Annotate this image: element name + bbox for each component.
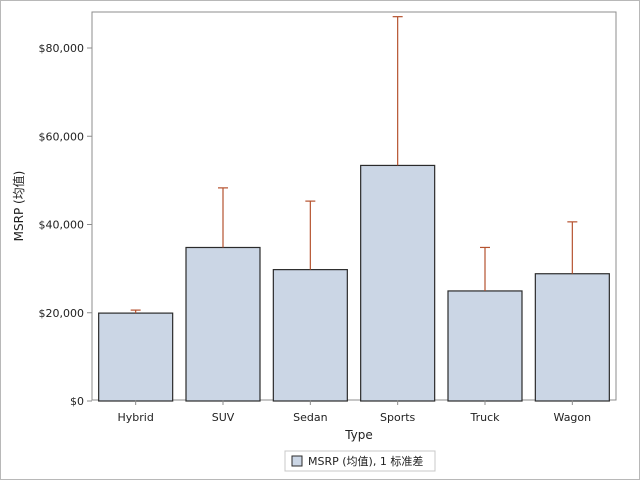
x-axis: Hybrid SUV Sedan Sports Truck Wagon — [118, 400, 592, 424]
error-bar-suv — [218, 187, 228, 248]
x-tick-label: Sports — [380, 411, 416, 424]
legend-swatch — [291, 455, 303, 467]
x-tick-label: Wagon — [554, 411, 592, 424]
bar-truck — [447, 290, 523, 402]
bar-suv — [185, 246, 261, 402]
x-tick-label: Hybrid — [118, 411, 154, 424]
y-tick-label: $0 — [70, 395, 84, 408]
error-bar-hybrid — [130, 309, 141, 314]
error-bar-truck — [480, 246, 490, 291]
x-axis-label: Type — [344, 428, 373, 442]
legend-label: MSRP (均值), 1 标准差 — [308, 454, 423, 468]
bars — [98, 164, 610, 402]
y-tick-label: $80,000 — [39, 42, 85, 55]
bar-hybrid — [98, 312, 174, 402]
y-tick-label: $20,000 — [39, 307, 85, 320]
y-axis-label: MSRP (均值) — [11, 171, 26, 242]
plot-area — [91, 11, 617, 401]
error-bar-wagon — [567, 221, 578, 274]
bar-sports — [360, 164, 436, 402]
error-bar-sedan — [305, 200, 316, 270]
x-tick-label: SUV — [212, 411, 235, 424]
y-tick-label: $60,000 — [39, 130, 85, 143]
error-bars — [130, 16, 578, 314]
bar-sedan — [272, 269, 348, 402]
y-tick-label: $40,000 — [39, 219, 85, 232]
x-tick-label: Truck — [469, 411, 500, 424]
legend: MSRP (均值), 1 标准差 — [284, 450, 436, 472]
x-tick-label: Sedan — [293, 411, 327, 424]
bar-wagon — [534, 273, 610, 402]
legend-box — [284, 450, 436, 472]
error-bar-sports — [392, 16, 403, 166]
y-axis: $0 $20,000 $40,000 $60,000 $80,000 — [39, 42, 92, 408]
